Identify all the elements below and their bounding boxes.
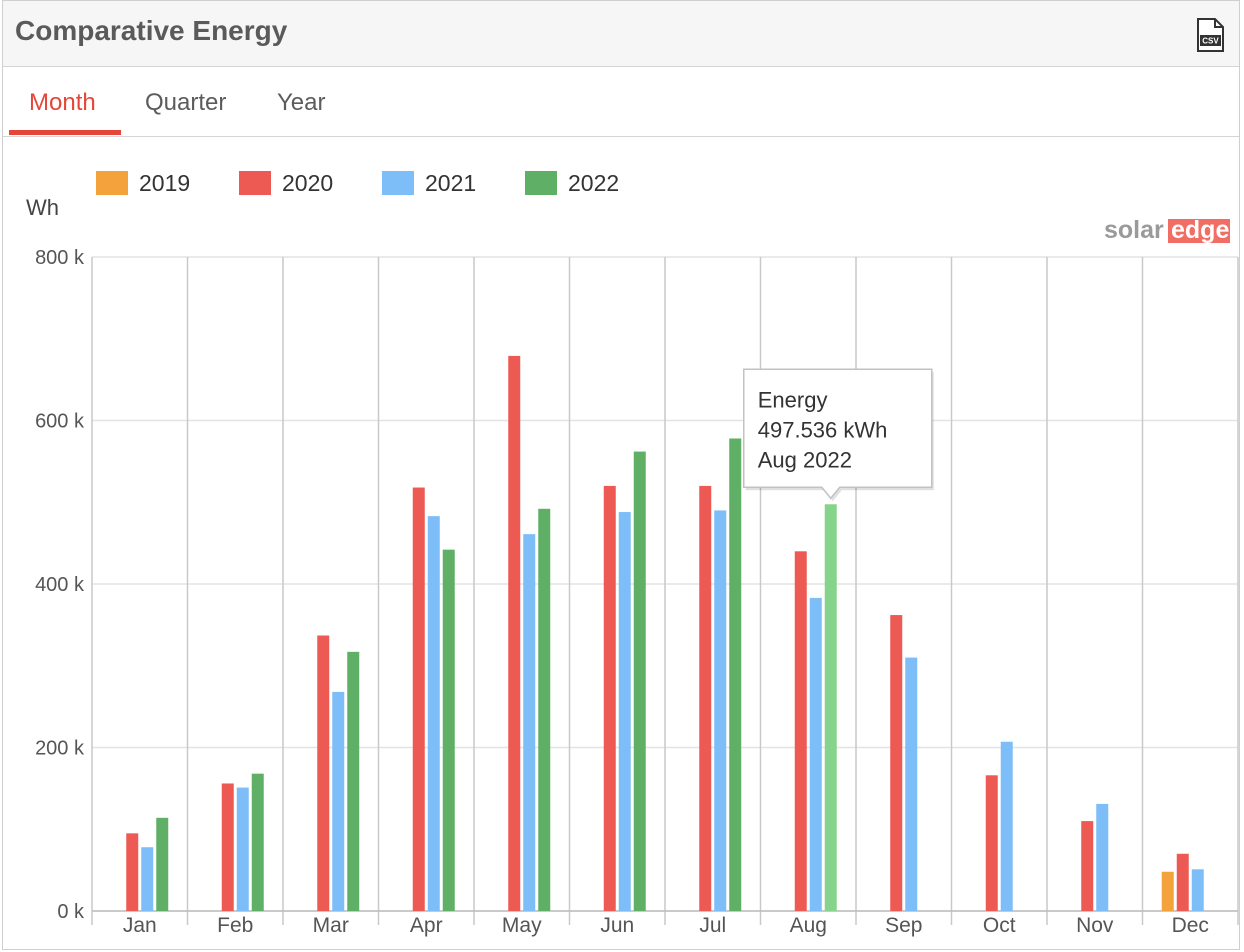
bar-apr-2021[interactable] — [427, 516, 440, 911]
tooltip-line-2: 497.536 kWh — [758, 417, 888, 442]
solaredge-logo: solar edge — [1104, 216, 1230, 244]
bar-feb-2021[interactable] — [236, 787, 249, 911]
bar-aug-2022[interactable] — [824, 504, 837, 911]
x-tick-label-feb: Feb — [217, 914, 253, 937]
legend-label-2020[interactable]: 2020 — [282, 170, 333, 196]
x-tick-label-jun: Jun — [600, 914, 634, 937]
legend-swatch-2019 — [96, 171, 128, 195]
bar-may-2022[interactable] — [538, 508, 551, 911]
bar-mar-2021[interactable] — [332, 691, 345, 911]
x-tick-label-sep: Sep — [885, 914, 922, 937]
bar-apr-2022[interactable] — [442, 549, 455, 911]
panel-title: Comparative Energy — [15, 15, 288, 46]
legend-swatch-2021 — [382, 171, 414, 195]
bar-may-2021[interactable] — [523, 534, 536, 911]
bar-jan-2022[interactable] — [156, 817, 169, 911]
bar-jul-2021[interactable] — [714, 510, 727, 911]
y-tick-label: 400 k — [35, 574, 85, 596]
tooltip-line-3: Aug 2022 — [758, 447, 852, 472]
chart-grid — [91, 256, 1239, 925]
bar-mar-2022[interactable] — [347, 651, 360, 911]
tooltip-box — [743, 368, 933, 500]
csv-export-button[interactable]: CSV — [1195, 17, 1225, 53]
y-axis-label: Wh — [26, 195, 59, 220]
bar-oct-2021[interactable] — [1000, 741, 1013, 911]
bar-jul-2022[interactable] — [729, 438, 742, 911]
bar-jun-2022[interactable] — [633, 451, 646, 911]
bar-dec-2020[interactable] — [1176, 853, 1189, 911]
active-tab-underline — [9, 130, 121, 135]
chart-bars — [126, 355, 1204, 912]
bar-aug-2021[interactable] — [809, 597, 822, 911]
bar-feb-2020[interactable] — [221, 783, 234, 911]
bar-may-2020[interactable] — [508, 355, 521, 912]
bar-sep-2020[interactable] — [890, 615, 903, 911]
y-tick-label: 800 k — [35, 247, 85, 269]
panel-header: Comparative Energy CSV — [3, 1, 1239, 67]
x-tick-label-jan: Jan — [123, 914, 157, 937]
legend-label-2022[interactable]: 2022 — [568, 170, 619, 196]
y-tick-label: 0 k — [57, 901, 85, 923]
x-tick-label-dec: Dec — [1172, 914, 1209, 937]
bar-oct-2020[interactable] — [985, 775, 998, 911]
legend-swatch-2022 — [525, 171, 557, 195]
logo-solar: solar — [1104, 216, 1164, 244]
bar-sep-2021[interactable] — [905, 657, 918, 911]
y-axis-ticks: 0 k 200 k 400 k 600 k 800 k — [35, 247, 85, 923]
logo-edge: edge — [1171, 216, 1229, 244]
bar-jun-2021[interactable] — [618, 512, 631, 911]
x-tick-label-jul: Jul — [699, 914, 726, 937]
tab-month[interactable]: Month — [29, 89, 96, 116]
tab-quarter[interactable]: Quarter — [145, 89, 227, 116]
logo-edge-background — [1168, 219, 1230, 243]
bar-mar-2020[interactable] — [317, 635, 330, 911]
x-tick-label-aug: Aug — [790, 914, 827, 937]
bar-dec-2019[interactable] — [1161, 871, 1174, 911]
period-tabs: Month Quarter Year — [3, 67, 1239, 137]
bar-jun-2020[interactable] — [603, 485, 616, 911]
bar-jul-2020[interactable] — [699, 485, 712, 911]
bar-aug-2020[interactable] — [794, 551, 807, 911]
chart-legend: 2019 2020 2021 2022 — [96, 170, 619, 196]
bar-nov-2021[interactable] — [1096, 803, 1109, 911]
x-tick-label-oct: Oct — [983, 914, 1016, 937]
chart-tooltip: Energy 497.536 kWh Aug 2022 — [743, 368, 934, 502]
x-tick-label-may: May — [502, 914, 542, 937]
tab-year[interactable]: Year — [277, 89, 326, 116]
x-tick-label-mar: Mar — [313, 914, 349, 937]
legend-label-2019[interactable]: 2019 — [139, 170, 190, 196]
csv-file-icon: CSV — [1197, 18, 1224, 52]
y-tick-label: 200 k — [35, 738, 85, 760]
y-tick-label: 600 k — [35, 411, 85, 433]
x-tick-label-nov: Nov — [1076, 914, 1114, 937]
x-tick-label-apr: Apr — [410, 914, 443, 937]
bar-jan-2020[interactable] — [126, 833, 139, 911]
bar-feb-2022[interactable] — [251, 773, 264, 911]
x-axis-ticks: Jan Feb Mar Apr May Jun Jul Aug Sep Oct Nov Dec — [123, 914, 1209, 937]
bar-nov-2020[interactable] — [1081, 821, 1094, 911]
bar-jan-2021[interactable] — [141, 847, 154, 911]
csv-icon-label: CSV — [1202, 37, 1219, 46]
legend-swatch-2020 — [239, 171, 271, 195]
legend-label-2021[interactable]: 2021 — [425, 170, 476, 196]
bar-apr-2020[interactable] — [412, 487, 425, 911]
tooltip-line-1: Energy — [758, 387, 828, 412]
bar-dec-2021[interactable] — [1191, 869, 1204, 911]
